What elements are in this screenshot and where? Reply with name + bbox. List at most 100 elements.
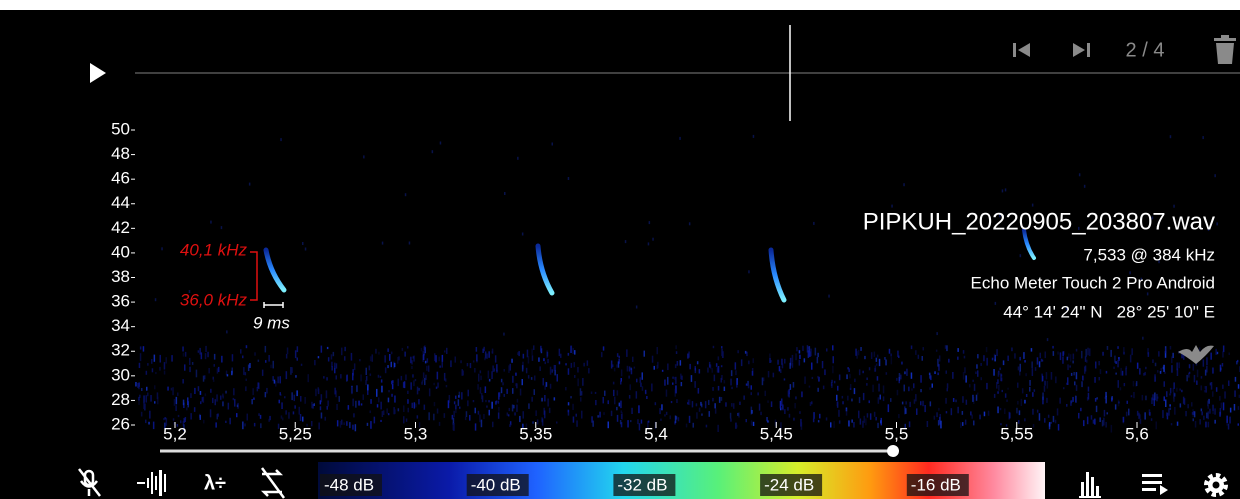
spectrogram-screen: 2 / 4 50484644424038363432302826 5,25,25… bbox=[0, 0, 1240, 499]
noise-speck bbox=[318, 423, 320, 430]
noise-speck bbox=[159, 367, 161, 371]
noise-speck bbox=[439, 357, 441, 362]
noise-speck bbox=[1136, 381, 1138, 386]
noise-speck bbox=[413, 356, 415, 358]
noise-speck bbox=[392, 384, 394, 389]
duration: 9 ms bbox=[253, 313, 290, 332]
noise-speck bbox=[1049, 422, 1051, 427]
noise-speck bbox=[1194, 411, 1196, 417]
noise-speck bbox=[242, 356, 244, 359]
noise-speck bbox=[483, 414, 485, 419]
noise-speck bbox=[929, 374, 931, 379]
noise-speck bbox=[300, 414, 302, 421]
noise-speck bbox=[799, 360, 801, 366]
noise-speck bbox=[936, 412, 938, 417]
noise-speck bbox=[1003, 360, 1005, 365]
noise-speck bbox=[366, 368, 368, 375]
noise-speck bbox=[1044, 386, 1046, 392]
noise-speck bbox=[1032, 409, 1034, 415]
scale-label: -32 dB bbox=[617, 475, 667, 494]
noise-speck bbox=[352, 425, 354, 430]
noise-speck bbox=[691, 375, 693, 382]
noise-speck bbox=[1088, 393, 1090, 400]
noise-speck bbox=[409, 242, 411, 245]
noise-speck bbox=[480, 376, 482, 381]
noise-speck bbox=[1203, 416, 1205, 420]
noise-speck bbox=[240, 349, 242, 353]
noise-speck bbox=[1123, 347, 1125, 354]
noise-speck bbox=[281, 415, 283, 418]
noise-speck bbox=[1085, 366, 1087, 372]
noise-speck bbox=[336, 363, 338, 368]
noise-speck bbox=[336, 375, 338, 379]
noise-speck bbox=[1193, 364, 1195, 371]
noise-speck bbox=[532, 355, 534, 361]
noise-speck bbox=[1083, 420, 1085, 426]
noise-speck bbox=[221, 356, 223, 363]
noise-speck bbox=[640, 383, 642, 387]
noise-speck bbox=[1179, 389, 1181, 391]
noise-speck bbox=[508, 414, 510, 416]
noise-speck bbox=[272, 376, 274, 381]
noise-speck bbox=[1207, 401, 1209, 407]
noise-speck bbox=[986, 358, 988, 366]
noise-speck bbox=[976, 395, 978, 401]
noise-speck bbox=[404, 352, 406, 357]
noise-speck bbox=[618, 361, 620, 367]
noise-speck bbox=[580, 397, 582, 401]
noise-speck bbox=[491, 402, 493, 409]
noise-speck bbox=[965, 420, 967, 425]
noise-speck bbox=[617, 390, 619, 395]
noise-speck bbox=[346, 421, 348, 426]
noise-speck bbox=[947, 388, 949, 391]
y-tick-label: 28 bbox=[111, 390, 130, 409]
noise-speck bbox=[1144, 412, 1146, 419]
noise-speck bbox=[1223, 346, 1225, 353]
noise-speck bbox=[773, 373, 775, 378]
noise-speck bbox=[721, 397, 723, 401]
noise-speck bbox=[1047, 381, 1049, 389]
noise-speck bbox=[571, 363, 573, 368]
noise-speck bbox=[787, 407, 789, 411]
noise-speck bbox=[321, 413, 323, 419]
lambda-button[interactable]: λ÷ bbox=[204, 472, 226, 494]
noise-speck bbox=[731, 387, 733, 389]
noise-speck bbox=[304, 397, 306, 404]
noise-speck bbox=[200, 401, 202, 404]
noise-speck bbox=[444, 350, 446, 352]
noise-speck bbox=[407, 399, 409, 404]
noise-speck bbox=[254, 352, 256, 355]
noise-speck bbox=[708, 400, 710, 405]
slider-handle[interactable] bbox=[887, 445, 899, 457]
x-tick-label: 5,2 bbox=[163, 424, 187, 443]
noise-speck bbox=[790, 384, 792, 390]
noise-speck bbox=[574, 362, 576, 367]
noise-speck bbox=[488, 351, 490, 358]
noise-speck bbox=[811, 363, 813, 370]
y-tick-label: 42 bbox=[111, 218, 130, 237]
noise-speck bbox=[751, 392, 753, 395]
noise-speck bbox=[273, 361, 275, 369]
noise-speck bbox=[202, 397, 204, 402]
noise-speck bbox=[591, 392, 593, 395]
noise-speck bbox=[751, 420, 753, 425]
noise-speck bbox=[576, 420, 578, 426]
noise-speck bbox=[481, 420, 483, 428]
noise-speck bbox=[210, 409, 212, 417]
noise-speck bbox=[627, 366, 629, 372]
noise-speck bbox=[208, 368, 210, 373]
noise-speck bbox=[398, 379, 400, 386]
noise-speck bbox=[1073, 372, 1075, 375]
noise-speck bbox=[166, 357, 168, 363]
y-tick-label: 50 bbox=[111, 119, 130, 138]
noise-speck bbox=[141, 388, 143, 391]
settings-button[interactable] bbox=[1207, 476, 1225, 494]
noise-speck bbox=[689, 416, 691, 423]
noise-speck bbox=[446, 348, 448, 354]
noise-speck bbox=[164, 362, 166, 369]
noise-speck bbox=[1099, 377, 1101, 380]
noise-speck bbox=[939, 355, 941, 361]
noise-speck bbox=[560, 354, 562, 358]
noise-speck bbox=[1172, 353, 1174, 358]
noise-speck bbox=[916, 408, 918, 415]
